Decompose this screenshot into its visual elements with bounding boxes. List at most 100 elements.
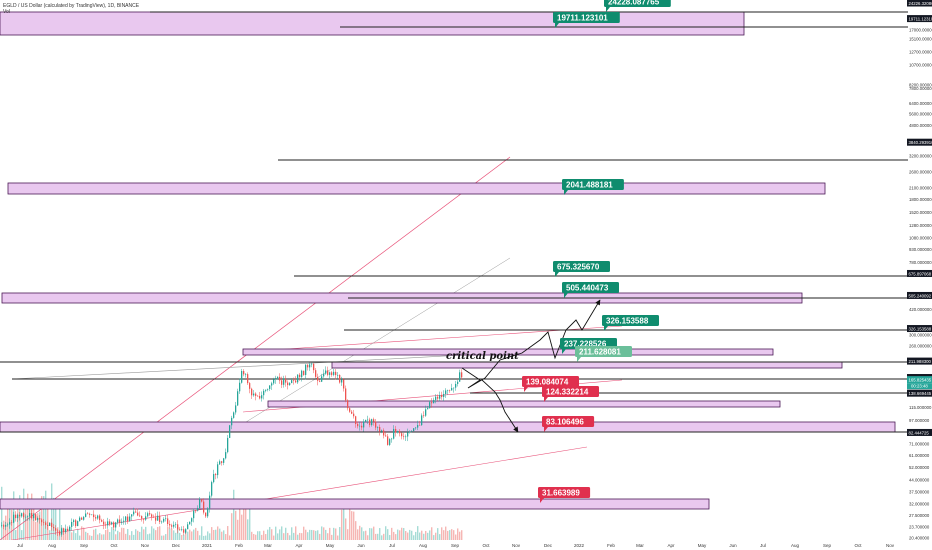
level-label-326_153588[interactable]: 326.153588 <box>602 315 659 331</box>
candle-body <box>65 528 67 532</box>
zone-211 <box>331 361 843 369</box>
price-tick-label: 44.000000 <box>909 478 930 483</box>
candle-body <box>89 513 91 515</box>
volume-bar <box>119 532 121 540</box>
price-tag-text: 326.153588 <box>909 327 932 332</box>
candle-body <box>85 513 87 517</box>
volume-bar <box>261 534 263 540</box>
price-tick-label: 17000.000000 <box>909 27 932 32</box>
candle-body <box>19 514 21 517</box>
volume-bar <box>271 529 273 540</box>
volume-bar <box>71 532 73 540</box>
candle-body <box>95 517 97 519</box>
price-tag-bg <box>907 376 932 384</box>
candle-body <box>437 396 439 399</box>
price-tag-text: 165.825435 <box>909 378 932 383</box>
volume-bar <box>121 527 123 540</box>
volume-bar <box>251 531 253 540</box>
candle-body <box>93 514 95 518</box>
level-label-bg <box>542 386 599 397</box>
level-label-2041_488181[interactable]: 2041.488181 <box>562 179 624 195</box>
volume-bar <box>357 529 359 540</box>
level-label-pointer <box>524 387 528 392</box>
level-label-83_106496[interactable]: 83.106496 <box>542 416 595 432</box>
candle-body <box>261 395 263 399</box>
volume-bar <box>289 535 291 540</box>
volume-bar <box>245 501 247 540</box>
volume-bar <box>197 530 199 540</box>
volume-bar <box>349 505 351 540</box>
level-label-31_663989[interactable]: 31.663989 <box>538 487 591 503</box>
time-tick-label: Jul <box>389 543 395 548</box>
candle-body <box>217 464 219 476</box>
level-label-211_628081[interactable]: 211.628081 <box>575 346 632 362</box>
price-tag-bg <box>907 138 932 146</box>
candle-body <box>155 517 157 521</box>
volume-bar <box>141 526 143 540</box>
price-tick-label: 2100.000000 <box>909 185 932 190</box>
price-tick-label: 300.000000 <box>909 332 932 337</box>
volume-bar <box>431 527 433 540</box>
volume-bar <box>161 535 163 540</box>
volume-bar <box>185 530 187 540</box>
volume-bar <box>85 531 87 540</box>
candle-body <box>237 391 239 406</box>
candle-body <box>353 413 355 417</box>
level-label-bg <box>542 416 595 427</box>
price-tick-label: 1520.000000 <box>909 210 932 215</box>
candle-body <box>371 419 373 426</box>
candle-body <box>415 427 417 429</box>
price-tag-bg <box>907 269 932 277</box>
volume-bar <box>175 532 177 540</box>
candle-body <box>11 522 13 523</box>
volume-bar <box>127 529 129 540</box>
level-label-text: 211.628081 <box>579 348 621 357</box>
price-tag-text: 24226.320862 <box>909 1 932 6</box>
volume-bar <box>37 513 39 540</box>
price-tick-label: 1280.000000 <box>909 223 932 228</box>
candle-body <box>219 461 221 465</box>
time-tick-label: 2021 <box>202 543 213 548</box>
volume-bar <box>365 530 367 540</box>
level-label-24228_087765[interactable]: 24228.087765 <box>604 0 671 12</box>
candle-body <box>63 528 65 532</box>
volume-bar <box>223 530 225 540</box>
time-tick-label: Nov <box>141 543 150 548</box>
level-label-675_325670[interactable]: 675.325670 <box>553 261 610 277</box>
volume-bar <box>51 483 53 540</box>
volume-bar <box>255 534 257 540</box>
candle-body <box>241 371 243 383</box>
time-tick-label: Aug <box>48 543 57 548</box>
volume-bar <box>101 534 103 540</box>
candle-body <box>273 379 275 384</box>
volume-bar <box>113 529 115 540</box>
volume-bar <box>3 520 5 540</box>
volume-bar <box>275 526 277 540</box>
price-tag-bg <box>907 428 932 436</box>
candle-body <box>381 430 383 432</box>
level-label-139_084074[interactable]: 139.084074 <box>522 376 579 392</box>
candle-body <box>329 372 331 375</box>
candle-body <box>267 388 269 390</box>
candle-body <box>83 516 85 520</box>
candle-body <box>21 513 23 517</box>
volume-bar <box>443 530 445 540</box>
time-tick-label: Mar <box>264 543 272 548</box>
volume-bar <box>441 527 443 540</box>
candle-body <box>361 425 363 428</box>
volume-bar <box>145 526 147 540</box>
level-label-124_332214[interactable]: 124.332214 <box>542 386 599 402</box>
candle-body <box>169 524 171 526</box>
volume-label: Vol <box>3 9 10 15</box>
level-label-19711_123101[interactable]: 19711.123101 <box>553 12 620 28</box>
zone-237 <box>242 348 774 356</box>
level-label-505_440473[interactable]: 505.440473 <box>562 282 619 298</box>
volume-bar <box>227 526 229 540</box>
volume-bar <box>291 527 293 540</box>
candle-body <box>243 371 245 375</box>
candle-body <box>319 380 321 382</box>
volume-bar <box>49 530 51 540</box>
price-tick-label: 3200.000000 <box>909 154 932 159</box>
